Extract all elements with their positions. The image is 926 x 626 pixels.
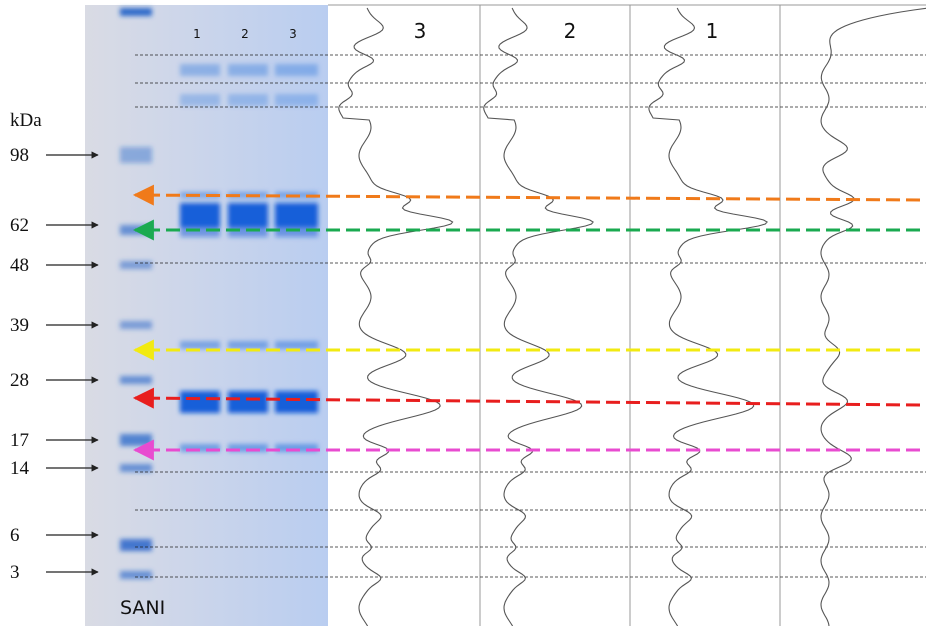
- profile-label: 1: [706, 19, 719, 43]
- marker-label: 39: [10, 315, 29, 336]
- marker-label: 28: [10, 370, 29, 391]
- marker-label: 6: [10, 525, 20, 546]
- sample-band: [180, 64, 220, 76]
- sample-band: [180, 203, 220, 227]
- sample-band: [180, 391, 220, 413]
- marker-band: [120, 571, 152, 579]
- marker-label: 98: [10, 145, 29, 166]
- marker-label: 14: [10, 458, 30, 479]
- lane-label: 3: [289, 27, 297, 41]
- marker-band: [120, 434, 152, 446]
- lane-label: 1: [193, 27, 201, 41]
- lane-label: 2: [241, 27, 249, 41]
- marker-label: 17: [10, 430, 29, 451]
- sample-band: [228, 391, 268, 413]
- profile-label: 3: [414, 19, 427, 43]
- marker-band: [120, 539, 152, 551]
- units-label: kDa: [10, 110, 42, 131]
- sample-band: [275, 203, 318, 227]
- marker-label: 3: [10, 562, 20, 583]
- sample-band: [180, 341, 220, 349]
- sample-band: [180, 94, 220, 106]
- figure: kDa SANI 98 62 48 39 28 17 14 6 3 1 2 3 3 2 1: [0, 0, 926, 626]
- marker-band: [120, 8, 152, 16]
- profile-panel: [328, 5, 926, 626]
- sample-band: [275, 341, 318, 349]
- sample-band: [228, 203, 268, 227]
- marker-band: [120, 261, 152, 269]
- marker-label: 62: [10, 215, 29, 236]
- marker-label: 48: [10, 255, 29, 276]
- sample-band: [275, 391, 318, 413]
- profile-label: 2: [564, 19, 577, 43]
- marker-band: [120, 147, 152, 163]
- sample-band: [275, 94, 318, 106]
- sample-band: [228, 64, 268, 76]
- marker-band: [120, 321, 152, 329]
- sample-band: [228, 341, 268, 349]
- sample-band: [228, 94, 268, 106]
- marker-band: [120, 376, 152, 384]
- sample-band: [275, 64, 318, 76]
- sample-label: SANI: [120, 597, 165, 619]
- marker-band: [120, 464, 152, 472]
